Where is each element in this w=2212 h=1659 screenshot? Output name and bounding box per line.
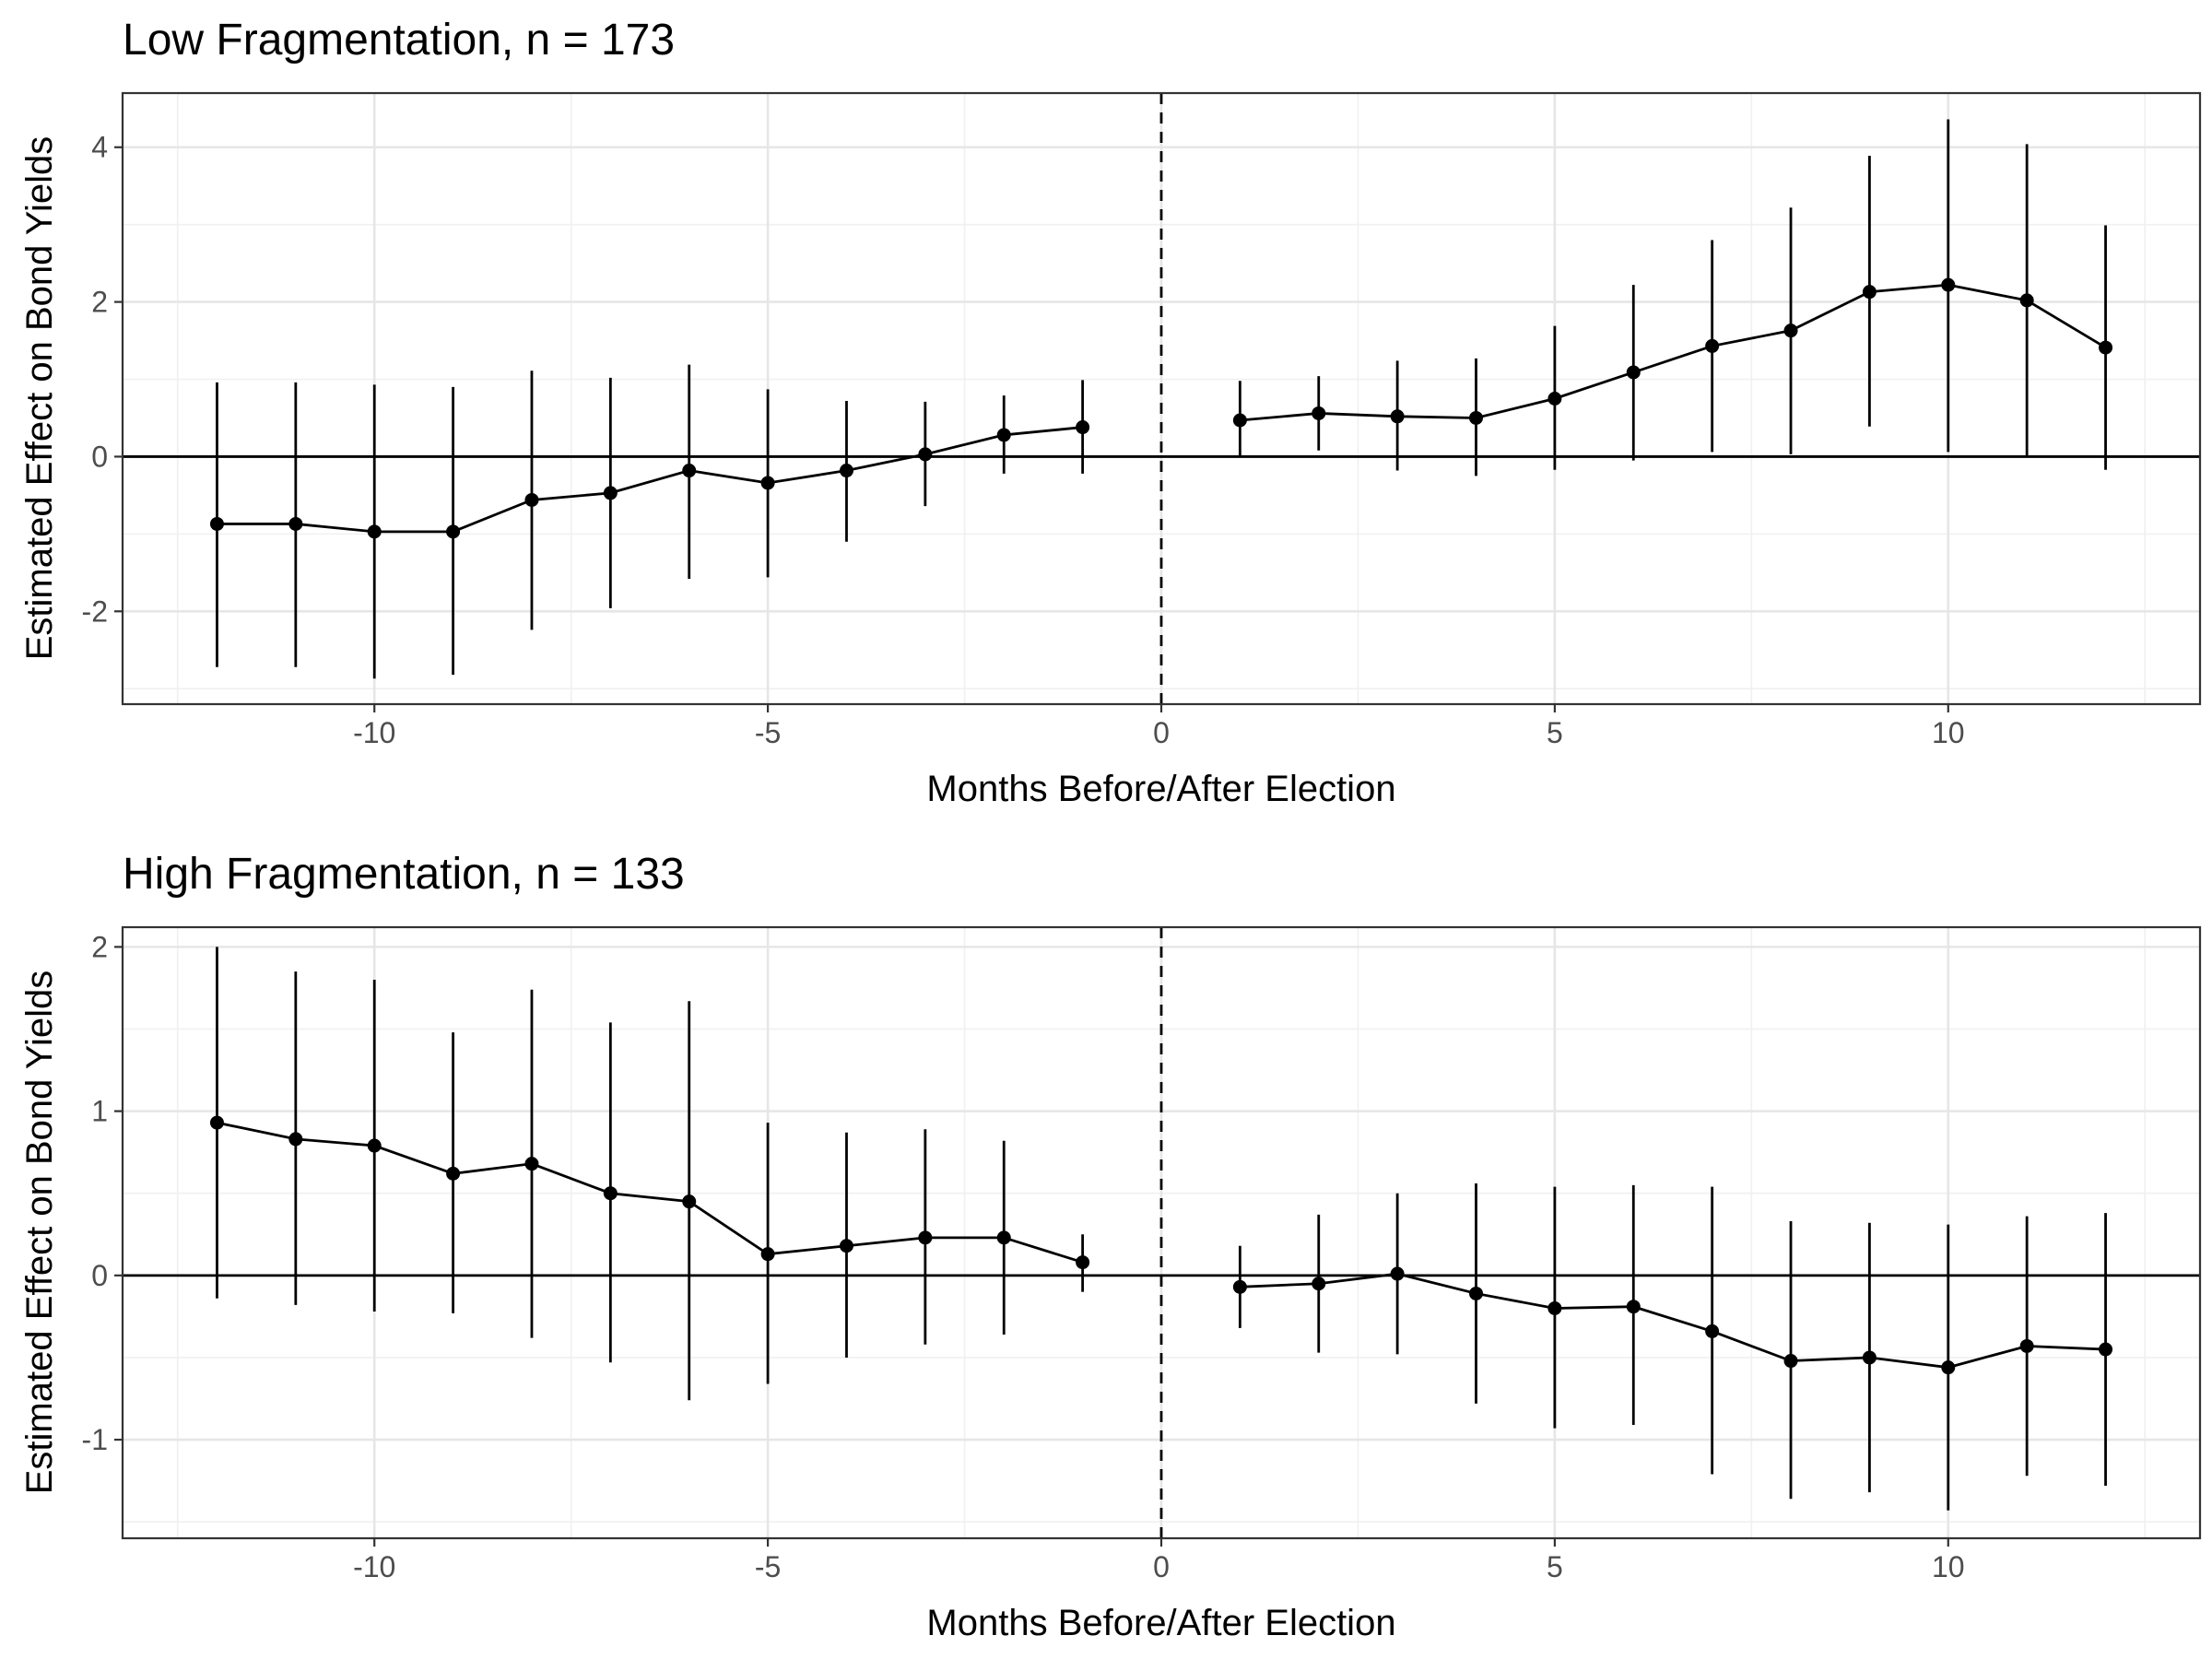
data-point [1783, 324, 1798, 338]
data-point [1626, 365, 1641, 380]
data-point [367, 1138, 382, 1153]
data-point [209, 1115, 224, 1130]
y-tick-label: 2 [91, 286, 108, 319]
data-point [1941, 1360, 1956, 1375]
y-tick-label: 1 [91, 1095, 108, 1128]
y-axis-title: Estimated Effect on Bond Yields [19, 971, 60, 1495]
data-point [2099, 1342, 2113, 1357]
data-point [839, 464, 853, 478]
x-tick-label: 0 [1153, 1550, 1170, 1583]
x-tick-label: -5 [755, 716, 781, 749]
panel-title: Low Fragmentation, n = 173 [123, 16, 675, 65]
data-point [1076, 420, 1090, 435]
x-tick-label: -10 [353, 716, 395, 749]
data-point [1705, 1324, 1720, 1338]
data-point [1469, 410, 1484, 425]
x-axis-title: Months Before/After Election [926, 1603, 1395, 1643]
y-tick-label: 2 [91, 930, 108, 963]
data-point [288, 1132, 303, 1147]
data-point [682, 1194, 697, 1209]
data-point [1705, 338, 1720, 353]
data-point [1390, 1266, 1405, 1281]
data-point [1312, 406, 1326, 420]
data-point [1312, 1277, 1326, 1291]
data-point [524, 492, 539, 507]
x-tick-label: -10 [353, 1550, 395, 1583]
x-tick-label: 5 [1547, 716, 1563, 749]
x-tick-label: 0 [1153, 716, 1170, 749]
data-point [918, 447, 933, 462]
y-tick-label: 0 [91, 1259, 108, 1292]
data-point [760, 476, 775, 490]
panel-title: High Fragmentation, n = 133 [123, 850, 685, 899]
data-point [603, 486, 618, 500]
data-point [1232, 413, 1247, 428]
data-point [603, 1186, 618, 1201]
x-tick-label: 10 [1932, 716, 1965, 749]
data-point [839, 1239, 853, 1253]
data-point [209, 516, 224, 531]
series-line-after [1240, 1272, 2106, 1370]
data-point [682, 464, 697, 478]
data-point [2019, 293, 2034, 308]
y-axis-title: Estimated Effect on Bond Yields [19, 136, 60, 661]
data-point [446, 1166, 461, 1181]
data-point [288, 516, 303, 531]
data-point [367, 524, 382, 539]
series-line-before [217, 1121, 1084, 1264]
data-point [1232, 1279, 1247, 1294]
data-point [918, 1230, 933, 1245]
y-tick-label: 4 [91, 131, 108, 164]
data-point [524, 1157, 539, 1171]
x-tick-label: -5 [755, 1550, 781, 1583]
series-line-before [217, 426, 1083, 534]
data-point [2099, 340, 2113, 355]
data-point [1547, 392, 1562, 406]
data-point [1626, 1300, 1641, 1314]
data-point [2019, 1338, 2034, 1353]
data-point [1941, 277, 1956, 292]
data-point [1547, 1300, 1562, 1315]
x-axis-title: Months Before/After Election [926, 769, 1395, 809]
data-point [446, 524, 461, 539]
data-point [1390, 409, 1405, 424]
y-tick-label: -2 [82, 594, 108, 628]
data-point [1076, 1255, 1090, 1270]
panel-high-fragmentation: High Fragmentation, n = 133 -10 -5 0 5 10-10… [19, 850, 2202, 1643]
data-point [1862, 1350, 1877, 1365]
y-tick-label: 0 [91, 440, 108, 473]
data-point [760, 1247, 775, 1262]
x-tick-label: 5 [1547, 1550, 1563, 1583]
data-point [1862, 285, 1877, 300]
panel-low-fragmentation: Low Fragmentation, n = 173 -10 -5 0 5 10 -2 0 2… [19, 16, 2202, 809]
y-tick-label: -1 [82, 1423, 108, 1456]
data-point [996, 1230, 1011, 1245]
data-point [1469, 1286, 1484, 1300]
data-point [1783, 1354, 1798, 1369]
series-line-after [1240, 283, 2107, 422]
x-tick-label: 10 [1932, 1550, 1965, 1583]
data-point [996, 428, 1011, 442]
